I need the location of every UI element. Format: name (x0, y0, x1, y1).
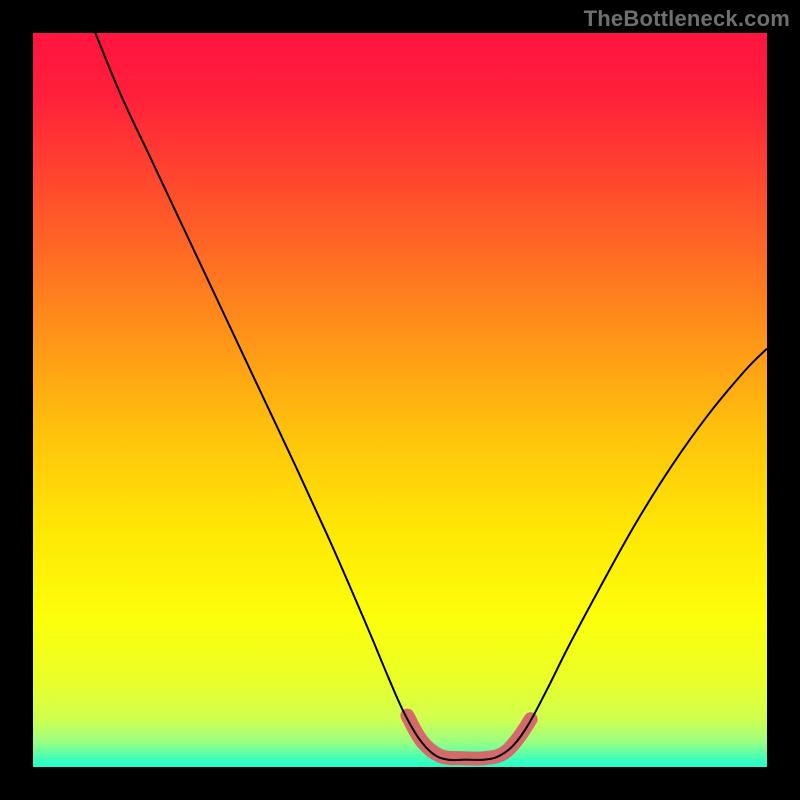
chart-container: TheBottleneck.com (0, 0, 800, 800)
watermark-text: TheBottleneck.com (584, 6, 790, 32)
bottleneck-chart (0, 0, 800, 800)
